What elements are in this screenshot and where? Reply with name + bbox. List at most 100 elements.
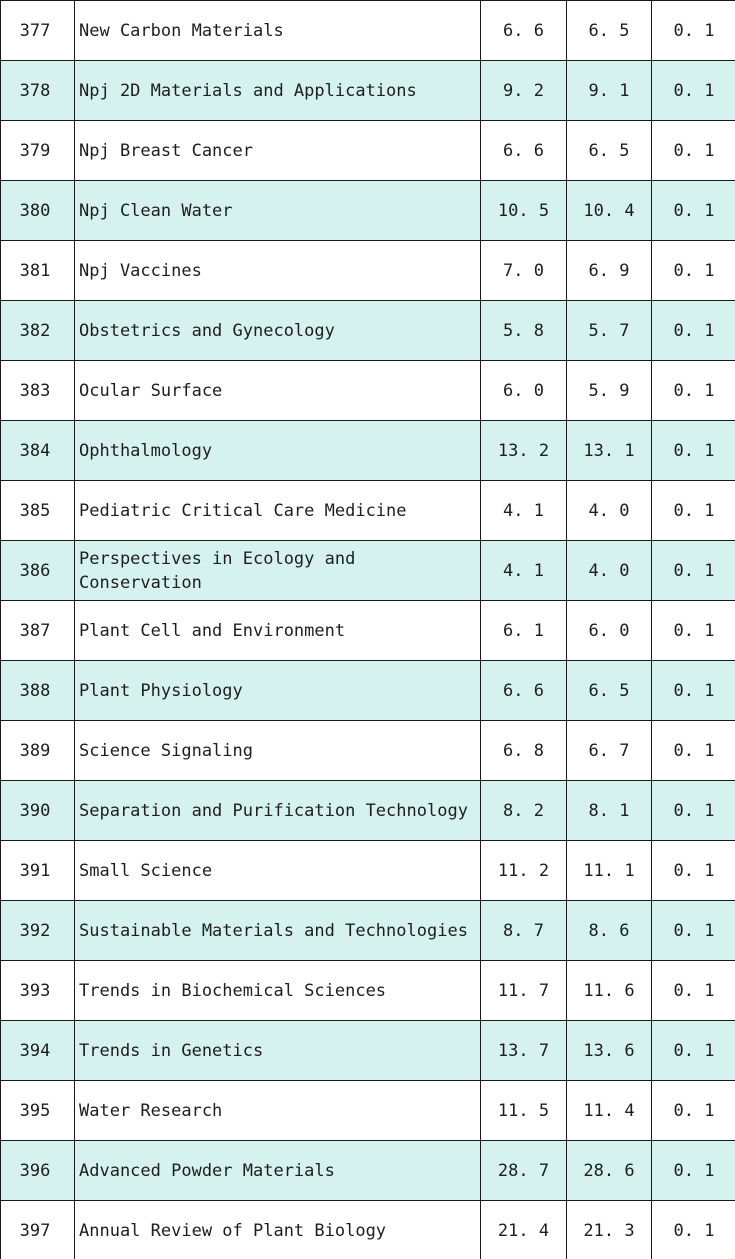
metric-col-3: 0. 1 xyxy=(651,960,735,1021)
journal-name: Separation and Purification Technology xyxy=(74,780,481,841)
metric-col-2: 6. 9 xyxy=(566,240,652,301)
metric-col-1: 8. 7 xyxy=(480,900,567,961)
metric-col-3: 0. 1 xyxy=(651,360,735,421)
table-row: 397 Annual Review of Plant Biology 21. 4… xyxy=(0,1200,735,1259)
row-rank: 383 xyxy=(0,360,75,421)
metric-col-2: 6. 5 xyxy=(566,120,652,181)
row-rank: 387 xyxy=(0,600,75,661)
metric-col-2: 6. 5 xyxy=(566,0,652,61)
table-row: 377 New Carbon Materials 6. 6 6. 5 0. 1 xyxy=(0,0,735,61)
metric-col-2: 4. 0 xyxy=(566,480,652,541)
metric-col-2: 6. 5 xyxy=(566,660,652,721)
metric-col-2: 11. 4 xyxy=(566,1080,652,1141)
journal-name: New Carbon Materials xyxy=(74,0,481,61)
journal-name: Npj 2D Materials and Applications xyxy=(74,60,481,121)
metric-col-2: 13. 6 xyxy=(566,1020,652,1081)
journal-name: Obstetrics and Gynecology xyxy=(74,300,481,361)
metric-col-2: 11. 6 xyxy=(566,960,652,1021)
row-rank: 397 xyxy=(0,1200,75,1259)
metric-col-1: 10. 5 xyxy=(480,180,567,241)
journal-name: Ophthalmology xyxy=(74,420,481,481)
metric-col-2: 4. 0 xyxy=(566,540,652,601)
table-row: 382 Obstetrics and Gynecology 5. 8 5. 7 … xyxy=(0,300,735,361)
table-row: 395 Water Research 11. 5 11. 4 0. 1 xyxy=(0,1080,735,1141)
table-row: 379 Npj Breast Cancer 6. 6 6. 5 0. 1 xyxy=(0,120,735,181)
table-row: 386 Perspectives in Ecology and Conserva… xyxy=(0,540,735,601)
table-row: 390 Separation and Purification Technolo… xyxy=(0,780,735,841)
metric-col-1: 8. 2 xyxy=(480,780,567,841)
table-row: 385 Pediatric Critical Care Medicine 4. … xyxy=(0,480,735,541)
journal-name: Trends in Biochemical Sciences xyxy=(74,960,481,1021)
metric-col-2: 9. 1 xyxy=(566,60,652,121)
metric-col-3: 0. 1 xyxy=(651,120,735,181)
metric-col-3: 0. 1 xyxy=(651,60,735,121)
journal-name: Ocular Surface xyxy=(74,360,481,421)
row-rank: 380 xyxy=(0,180,75,241)
journal-name: Science Signaling xyxy=(74,720,481,781)
table-row: 378 Npj 2D Materials and Applications 9.… xyxy=(0,60,735,121)
metric-col-3: 0. 1 xyxy=(651,0,735,61)
row-rank: 391 xyxy=(0,840,75,901)
metric-col-2: 21. 3 xyxy=(566,1200,652,1259)
row-rank: 382 xyxy=(0,300,75,361)
journal-name: Npj Clean Water xyxy=(74,180,481,241)
metric-col-2: 5. 9 xyxy=(566,360,652,421)
metric-col-3: 0. 1 xyxy=(651,1080,735,1141)
row-rank: 388 xyxy=(0,660,75,721)
metric-col-1: 11. 5 xyxy=(480,1080,567,1141)
table-row: 380 Npj Clean Water 10. 5 10. 4 0. 1 xyxy=(0,180,735,241)
table-row: 388 Plant Physiology 6. 6 6. 5 0. 1 xyxy=(0,660,735,721)
metric-col-3: 0. 1 xyxy=(651,240,735,301)
metric-col-2: 5. 7 xyxy=(566,300,652,361)
metric-col-1: 28. 7 xyxy=(480,1140,567,1201)
metric-col-1: 6. 1 xyxy=(480,600,567,661)
journal-name: Plant Cell and Environment xyxy=(74,600,481,661)
journal-name: Water Research xyxy=(74,1080,481,1141)
metric-col-1: 7. 0 xyxy=(480,240,567,301)
table-row: 384 Ophthalmology 13. 2 13. 1 0. 1 xyxy=(0,420,735,481)
metric-col-3: 0. 1 xyxy=(651,180,735,241)
metric-col-1: 13. 7 xyxy=(480,1020,567,1081)
metric-col-2: 6. 7 xyxy=(566,720,652,781)
row-rank: 392 xyxy=(0,900,75,961)
table-row: 383 Ocular Surface 6. 0 5. 9 0. 1 xyxy=(0,360,735,421)
metric-col-1: 6. 8 xyxy=(480,720,567,781)
metric-col-3: 0. 1 xyxy=(651,600,735,661)
metric-col-1: 11. 7 xyxy=(480,960,567,1021)
table-row: 391 Small Science 11. 2 11. 1 0. 1 xyxy=(0,840,735,901)
metric-col-1: 13. 2 xyxy=(480,420,567,481)
row-rank: 381 xyxy=(0,240,75,301)
row-rank: 390 xyxy=(0,780,75,841)
row-rank: 384 xyxy=(0,420,75,481)
row-rank: 389 xyxy=(0,720,75,781)
row-rank: 379 xyxy=(0,120,75,181)
metric-col-1: 9. 2 xyxy=(480,60,567,121)
journal-name: Npj Breast Cancer xyxy=(74,120,481,181)
table-row: 381 Npj Vaccines 7. 0 6. 9 0. 1 xyxy=(0,240,735,301)
metric-col-1: 6. 6 xyxy=(480,660,567,721)
metric-col-2: 11. 1 xyxy=(566,840,652,901)
metric-col-1: 4. 1 xyxy=(480,540,567,601)
row-rank: 395 xyxy=(0,1080,75,1141)
metric-col-2: 28. 6 xyxy=(566,1140,652,1201)
row-rank: 386 xyxy=(0,540,75,601)
metric-col-1: 4. 1 xyxy=(480,480,567,541)
metric-col-1: 6. 0 xyxy=(480,360,567,421)
journal-name: Advanced Powder Materials xyxy=(74,1140,481,1201)
table-row: 387 Plant Cell and Environment 6. 1 6. 0… xyxy=(0,600,735,661)
metric-col-3: 0. 1 xyxy=(651,1140,735,1201)
journal-name: Sustainable Materials and Technologies xyxy=(74,900,481,961)
row-rank: 396 xyxy=(0,1140,75,1201)
metric-col-3: 0. 1 xyxy=(651,540,735,601)
metric-col-1: 5. 8 xyxy=(480,300,567,361)
journal-name: Npj Vaccines xyxy=(74,240,481,301)
metric-col-3: 0. 1 xyxy=(651,840,735,901)
metric-col-3: 0. 1 xyxy=(651,720,735,781)
metric-col-2: 6. 0 xyxy=(566,600,652,661)
table-row: 394 Trends in Genetics 13. 7 13. 6 0. 1 xyxy=(0,1020,735,1081)
row-rank: 377 xyxy=(0,0,75,61)
row-rank: 385 xyxy=(0,480,75,541)
